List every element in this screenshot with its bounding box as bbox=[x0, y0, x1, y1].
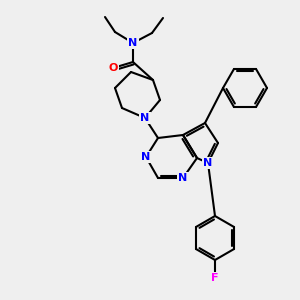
Text: N: N bbox=[178, 173, 188, 183]
Text: O: O bbox=[108, 63, 118, 73]
Text: F: F bbox=[211, 273, 219, 283]
Text: N: N bbox=[141, 152, 151, 162]
Text: N: N bbox=[140, 113, 150, 123]
Text: N: N bbox=[128, 38, 138, 48]
Text: N: N bbox=[203, 158, 213, 168]
